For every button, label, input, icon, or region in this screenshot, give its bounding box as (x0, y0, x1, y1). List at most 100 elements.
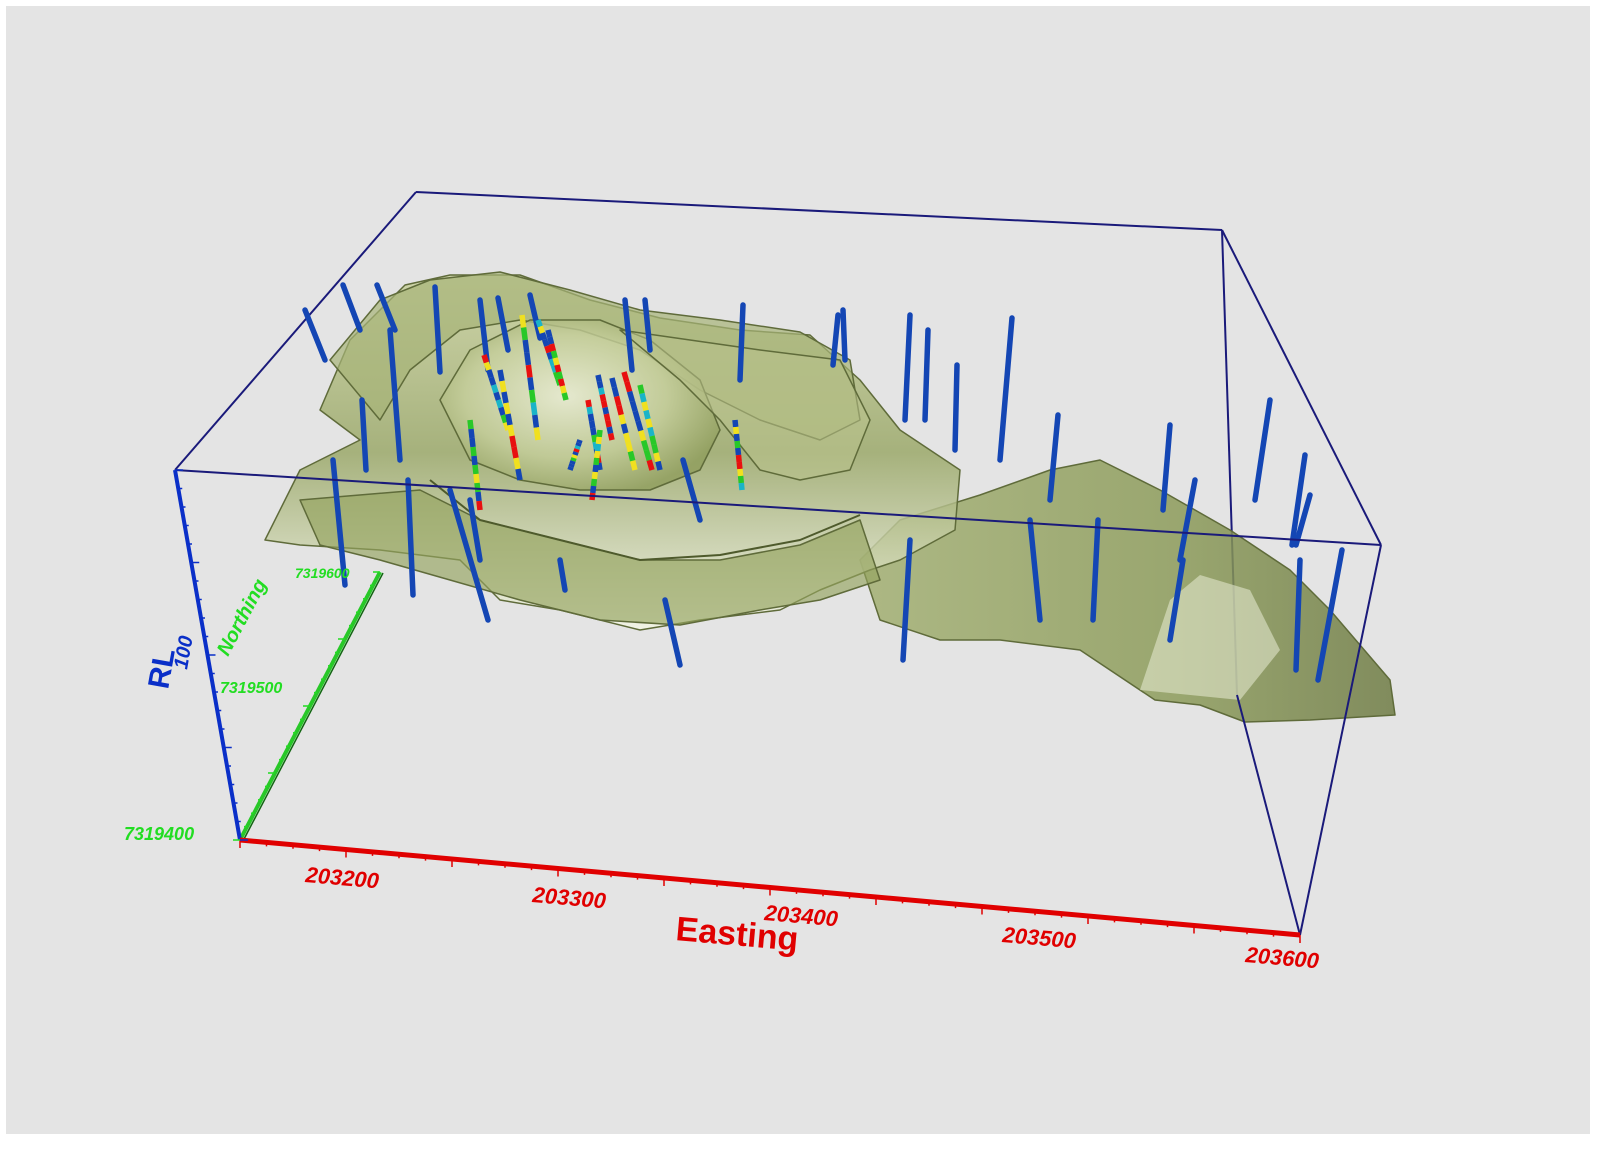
drillhole-assay-segment (733, 433, 740, 442)
drillhole-assay-segment (607, 432, 615, 441)
drillhole-assay-segment (530, 402, 538, 416)
drillhole (662, 597, 683, 668)
drillhole-assay-segment (641, 401, 649, 412)
drillhole-assay-segment (590, 427, 597, 436)
drillhole-assay-segment (502, 421, 511, 431)
drillhole-assay-segment (653, 452, 661, 463)
drillhole-assay-segment (594, 443, 602, 452)
drillhole-assay-segment (626, 390, 636, 403)
drillhole-assay-segment (519, 314, 527, 328)
drillhole-assay-segment (640, 439, 650, 452)
drillhole-assay-segment (737, 468, 744, 477)
drillhole-assay-segment (483, 361, 492, 371)
drillhole-assay-segment (575, 442, 582, 447)
drillhole-assay-segment (627, 450, 636, 462)
drillhole-assay-segment (511, 446, 519, 459)
drillhole-assay-segment (573, 448, 580, 453)
drillhole-assay-segment (570, 457, 577, 462)
drillhole (1027, 517, 1043, 623)
drillhole (447, 487, 491, 623)
bounding-box-front (174, 469, 1382, 936)
drillhole-assay-segment (595, 374, 603, 383)
drillhole-assay-segment (596, 429, 603, 438)
northing-tick-label: 7319400 (124, 824, 194, 844)
drillhole-assay-segment (611, 386, 620, 398)
rl-axis-title: RL (142, 646, 181, 691)
drillhole-assay-segment (486, 369, 494, 379)
drillhole (557, 557, 568, 593)
drillhole-assay-segment (545, 329, 553, 338)
drillhole-assay-segment (567, 466, 574, 471)
drillhole (1167, 557, 1186, 643)
drillhole-assay-segment (596, 380, 604, 389)
drillhole-assay-segment (605, 419, 612, 428)
drillhole (680, 457, 703, 523)
drillhole-assay-segment (590, 478, 598, 487)
drillhole-assay-segment (618, 414, 627, 425)
drillhole-assay-segment (576, 439, 583, 444)
drillhole (1160, 422, 1173, 513)
drillhole-assay-segment (515, 468, 523, 481)
drillhole-assay-segment (630, 460, 638, 471)
drillhole-assay-segment (537, 325, 546, 334)
box-edge (174, 191, 417, 471)
drillhole-assay-segment (467, 419, 474, 430)
drillhole (340, 282, 363, 333)
drillhole-assay-segment (474, 482, 481, 493)
axes (173, 469, 1301, 943)
drillhole-assay-segment (505, 413, 513, 426)
drillhole (830, 312, 841, 368)
drillhole-assay-segment (571, 454, 578, 459)
axis-ticks (175, 469, 1301, 943)
drillhole-assay-segment (598, 387, 605, 396)
northing-axis-line-shade (242, 572, 384, 842)
drillhole-assay-segment (556, 371, 564, 380)
drillhole (1177, 477, 1198, 563)
drillhole-assay-segment (599, 393, 607, 402)
easting-tick-label: 203300 (531, 882, 608, 913)
drillhole-assay-segment (557, 378, 566, 387)
drillhole (902, 312, 913, 423)
drillhole-assay-segment (639, 392, 647, 403)
drillhole (997, 315, 1015, 463)
drillhole-assay-segment (651, 443, 659, 454)
drillhole (387, 327, 403, 463)
drillhole-assay-segment (532, 414, 540, 428)
drillhole-assay-segment (603, 413, 611, 422)
drillhole-assay-segment (735, 447, 742, 456)
drillhole-assay-segment (507, 424, 515, 437)
drillhole-assay-segment (501, 391, 509, 404)
drillhole-assay-segment (561, 392, 569, 401)
drillhole (900, 537, 913, 663)
drillhole-assay-segment (468, 428, 475, 439)
drillhole-assay-segment (499, 380, 507, 393)
drillhole-assay-segment (533, 427, 541, 441)
box-edge (415, 191, 1223, 231)
drillhole-assay-segment (647, 426, 655, 437)
drillhole (374, 282, 398, 333)
drillhole (1293, 557, 1303, 673)
bounding-box-back (174, 191, 1382, 696)
easting-tick-label: 203600 (1244, 942, 1321, 973)
northing-tick-label: 7319500 (220, 680, 282, 697)
drillhole (952, 362, 960, 453)
drillhole-assay-segment (600, 400, 608, 409)
drillhole-assay-segment (528, 389, 536, 403)
drillhole-assay-segment (588, 420, 596, 429)
drillhole-assay-segment (643, 449, 652, 461)
drillhole-assay-segment (539, 332, 548, 341)
drillhole-assay-segment (509, 435, 517, 448)
drillhole-assay-segment (550, 364, 559, 373)
drillhole-assay-segment (635, 420, 644, 432)
drillhole-assay-segment (473, 473, 480, 484)
drillhole (737, 302, 746, 383)
drillhole-assay-segment (625, 441, 634, 453)
drillhole-assay-segment (520, 327, 528, 341)
drillhole-assay-segment (737, 475, 745, 484)
drillhole-assay-segment (527, 377, 535, 391)
drillhole-assay-segment (732, 426, 740, 435)
rl-tick-label: 100 (170, 634, 197, 671)
drillhole-assay-segment (638, 430, 647, 442)
drillhole-assay-segment (550, 350, 558, 359)
drillhole-assay-segment (535, 319, 543, 328)
